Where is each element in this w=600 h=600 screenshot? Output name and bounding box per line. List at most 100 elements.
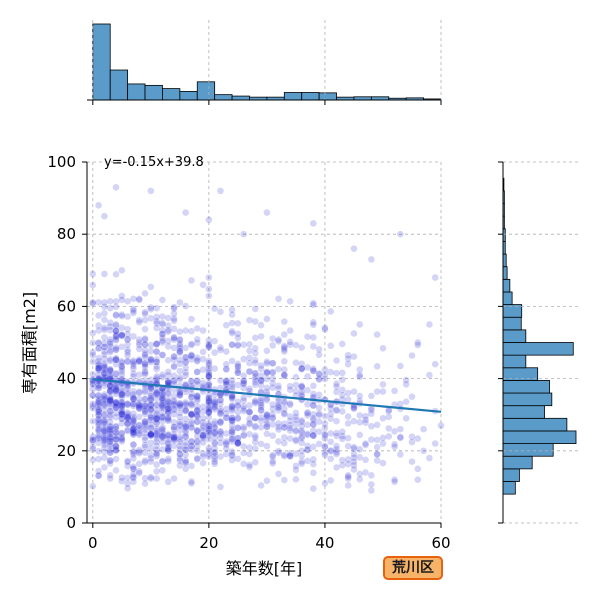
scatter-point (106, 383, 114, 390)
scatter-point (118, 420, 126, 427)
scatter-point (350, 445, 358, 452)
scatter-point (310, 343, 317, 350)
scatter-point (199, 434, 207, 442)
scatter-point (124, 385, 131, 393)
scatter-point (176, 421, 184, 428)
scatter-point (135, 296, 143, 304)
scatter-point (106, 336, 114, 343)
scatter-point (188, 340, 195, 348)
scatter-point (333, 442, 340, 450)
scatter-point (101, 316, 108, 324)
scatter-point (182, 359, 189, 367)
scatter-point (240, 394, 247, 402)
scatter-point (391, 441, 398, 448)
y-histogram-bar (502, 481, 516, 495)
regression-equation: y=-0.15x+39.8 (104, 155, 204, 170)
scatter-point (321, 324, 329, 331)
scatter-point (188, 341, 195, 349)
scatter-point (217, 410, 224, 418)
scatter-point (327, 415, 335, 422)
scatter-point (228, 341, 236, 348)
scatter-point (304, 364, 311, 371)
scatter-point (205, 368, 213, 375)
scatter-point (130, 400, 137, 408)
scatter-point (118, 363, 126, 370)
scatter-point (344, 460, 352, 468)
scatter-point (246, 347, 253, 355)
scatter-point (292, 437, 300, 445)
scatter-point (234, 360, 242, 368)
scatter-point (217, 377, 224, 384)
scatter-point (217, 396, 224, 404)
scatter-point (350, 417, 358, 425)
scatter-point (281, 372, 288, 380)
scatter-point (176, 389, 184, 396)
scatter-point (350, 466, 358, 473)
scatter-point (95, 391, 102, 399)
scatter-point (89, 381, 97, 388)
scatter-point (356, 431, 364, 439)
scatter-point (344, 456, 352, 463)
scatter-point (205, 407, 213, 415)
scatter-point (164, 337, 172, 345)
scatter-point (193, 407, 201, 414)
scatter-point (176, 433, 184, 441)
scatter-point (147, 432, 155, 439)
scatter-point (89, 404, 97, 412)
scatter-point (431, 440, 439, 447)
scatter-point (251, 398, 259, 406)
scatter-point (315, 370, 323, 377)
scatter-point (159, 321, 166, 328)
scatter-point (257, 372, 265, 380)
scatter-point (240, 432, 247, 439)
scatter-point (124, 414, 131, 421)
scatter-point (101, 382, 108, 390)
scatter-point (159, 466, 166, 474)
scatter-point (275, 426, 282, 433)
scatter-point (286, 452, 294, 460)
scatter-point (164, 408, 172, 415)
scatter-point (234, 424, 242, 432)
scatter-point (281, 372, 288, 379)
scatter-point (211, 460, 218, 468)
scatter-point (159, 433, 166, 441)
scatter-point (263, 369, 271, 377)
scatter-point (130, 447, 137, 455)
scatter-point (106, 396, 114, 404)
scatter-point (101, 411, 108, 419)
scatter-point (176, 376, 184, 383)
scatter-point (95, 361, 102, 369)
scatter-point (397, 362, 404, 370)
scatter-point (228, 402, 236, 409)
scatter-point (263, 396, 271, 404)
scatter-point (193, 392, 201, 400)
scatter-point (188, 400, 195, 408)
scatter-point (118, 394, 126, 402)
scatter-point (141, 377, 149, 385)
scatter-point (164, 445, 172, 453)
scatter-point (130, 455, 137, 462)
scatter-point (298, 360, 306, 368)
scatter-point (170, 433, 178, 441)
scatter-point (182, 442, 189, 450)
scatter-point (321, 371, 329, 378)
scatter-point (193, 325, 201, 332)
scatter-point (112, 429, 120, 437)
scatter-point (130, 358, 137, 366)
scatter-point (228, 421, 236, 429)
scatter-point (263, 384, 271, 392)
scatter-point (112, 333, 120, 340)
scatter-point (159, 392, 166, 399)
scatter-point (356, 392, 364, 400)
scatter-point (159, 339, 166, 346)
scatter-point (246, 359, 253, 367)
scatter-point (159, 296, 166, 304)
scatter-point (89, 436, 97, 444)
scatter-point (112, 321, 120, 328)
scatter-point (344, 355, 352, 363)
scatter-point (89, 370, 97, 378)
scatter-point (182, 457, 189, 464)
scatter-point (228, 394, 236, 402)
scatter-point (153, 412, 160, 420)
scatter-point (164, 314, 172, 322)
